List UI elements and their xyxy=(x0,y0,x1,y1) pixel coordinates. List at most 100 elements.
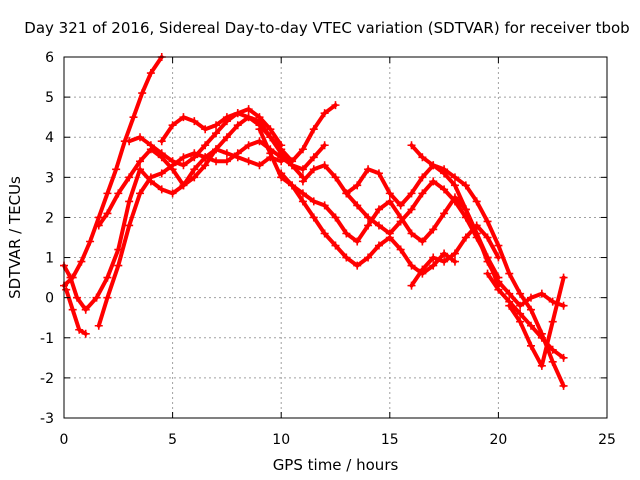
data-point xyxy=(266,125,275,134)
data-point xyxy=(125,221,134,230)
data-point xyxy=(407,229,416,238)
series-sat-f xyxy=(125,105,286,170)
data-point xyxy=(396,217,405,226)
data-point xyxy=(450,257,459,266)
series-line xyxy=(62,55,164,288)
data-point xyxy=(103,273,112,282)
data-point xyxy=(86,237,95,246)
data-point xyxy=(353,181,362,190)
data-point xyxy=(461,213,470,222)
data-point xyxy=(418,173,427,182)
data-point xyxy=(66,273,75,282)
data-point xyxy=(255,137,264,146)
data-point xyxy=(94,213,103,222)
data-point xyxy=(526,321,535,330)
data-point xyxy=(190,165,199,174)
data-point xyxy=(537,361,546,370)
data-point xyxy=(114,261,123,270)
series-sat-c xyxy=(62,285,90,338)
data-point xyxy=(548,357,557,366)
data-point xyxy=(353,201,362,210)
data-point xyxy=(516,309,525,318)
data-point xyxy=(385,197,394,206)
data-point xyxy=(450,197,459,206)
x-tick-label: 10 xyxy=(272,432,290,448)
data-point xyxy=(157,149,166,158)
data-point xyxy=(364,165,373,174)
data-point xyxy=(374,221,383,230)
data-point xyxy=(461,205,470,214)
data-point xyxy=(222,133,231,142)
data-point xyxy=(342,229,351,238)
data-point xyxy=(342,189,351,198)
data-point xyxy=(385,189,394,198)
x-axis-title: GPS time / hours xyxy=(273,456,399,474)
data-point xyxy=(353,261,362,270)
y-tick-label: 3 xyxy=(45,170,54,186)
y-tick-label: 5 xyxy=(45,90,54,106)
data-point xyxy=(483,253,492,262)
data-point xyxy=(298,197,307,206)
data-point xyxy=(483,233,492,242)
data-point xyxy=(472,221,481,230)
data-point xyxy=(440,257,449,266)
data-point xyxy=(255,125,264,134)
data-point xyxy=(298,177,307,186)
data-point xyxy=(157,185,166,194)
series-sat-g xyxy=(157,101,340,166)
data-point xyxy=(396,245,405,254)
data-point xyxy=(331,101,340,110)
x-tick-label: 25 xyxy=(598,432,616,448)
data-point xyxy=(483,269,492,278)
data-point xyxy=(103,209,112,218)
grid xyxy=(64,57,607,418)
data-point xyxy=(136,133,145,142)
data-point xyxy=(440,209,449,218)
data-point xyxy=(157,137,166,146)
data-point xyxy=(364,221,373,230)
data-point xyxy=(92,293,101,302)
data-point xyxy=(77,257,86,266)
plot-frame xyxy=(63,56,608,419)
data-point xyxy=(407,141,416,150)
data-point xyxy=(440,165,449,174)
data-point xyxy=(320,161,329,170)
data-point xyxy=(559,353,568,362)
data-point xyxy=(472,233,481,242)
data-layer xyxy=(60,53,568,390)
data-point xyxy=(157,169,166,178)
series-sat-m xyxy=(407,141,568,390)
data-point xyxy=(298,189,307,198)
data-point xyxy=(266,133,275,142)
data-point xyxy=(516,317,525,326)
data-point xyxy=(516,301,525,310)
data-point xyxy=(125,137,134,146)
series-line xyxy=(64,287,88,336)
y-tick-label: 2 xyxy=(45,210,54,226)
data-point xyxy=(516,289,525,298)
data-point xyxy=(494,277,503,286)
data-point xyxy=(309,197,318,206)
data-point xyxy=(461,233,470,242)
data-point xyxy=(136,189,145,198)
data-point xyxy=(190,173,199,182)
data-point xyxy=(125,173,134,182)
data-point xyxy=(168,157,177,166)
data-point xyxy=(201,141,210,150)
data-point xyxy=(450,181,459,190)
data-point xyxy=(559,301,568,310)
data-point xyxy=(112,165,121,174)
data-point xyxy=(537,333,546,342)
data-point xyxy=(494,241,503,250)
data-point xyxy=(559,273,568,282)
data-point xyxy=(136,157,145,166)
data-point xyxy=(396,201,405,210)
data-point xyxy=(429,253,438,262)
data-point xyxy=(548,345,557,354)
data-point xyxy=(440,249,449,258)
data-point xyxy=(81,329,90,338)
data-point xyxy=(429,225,438,234)
data-point xyxy=(168,165,177,174)
data-point xyxy=(201,153,210,162)
data-point xyxy=(407,205,416,214)
